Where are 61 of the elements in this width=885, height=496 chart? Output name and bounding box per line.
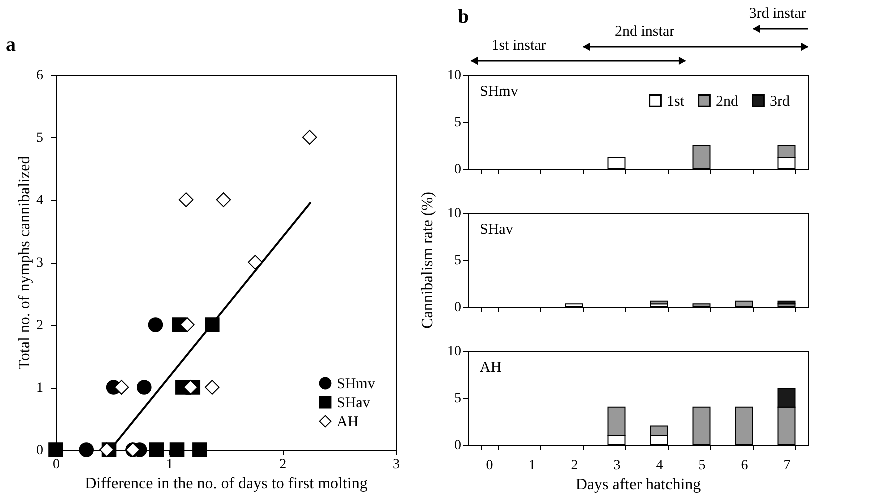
- point: [248, 255, 263, 270]
- point: [216, 192, 232, 208]
- x-tick-label: 7: [784, 458, 791, 474]
- point: [180, 318, 195, 332]
- y-tick-label: 6: [36, 68, 44, 84]
- x-tick-label: 0: [486, 458, 494, 474]
- y-tick-label: 5: [36, 131, 44, 146]
- text: 3rd instar: [749, 6, 806, 22]
- point: [192, 442, 208, 458]
- text: a: [6, 34, 16, 56]
- x-tick-label: 2: [571, 458, 578, 474]
- y-axis-title: Total no. of nymphs cannibalized: [16, 156, 34, 370]
- x-axis-title: Difference in the no. of days to first molting: [85, 476, 368, 492]
- point: [302, 130, 318, 145]
- point: [114, 380, 130, 395]
- point: [205, 318, 220, 332]
- x-axis-title: Days after hatching: [576, 476, 702, 494]
- y-tick-label: 4: [36, 194, 44, 208]
- x-tick-label: 2: [280, 458, 287, 472]
- point: [48, 442, 64, 458]
- y-tick-label: 5: [454, 254, 462, 268]
- legend-label: 3rd: [770, 94, 790, 110]
- y-axis-title: Cannibalism rate (%): [420, 192, 436, 329]
- point: [79, 442, 94, 458]
- point: [137, 380, 152, 395]
- text: AH: [480, 360, 502, 376]
- point: [170, 442, 185, 458]
- y-tick-label: 0: [454, 300, 462, 316]
- y-tick-label: 1: [36, 381, 44, 396]
- text: b: [458, 6, 470, 28]
- legend-label: 2nd: [716, 94, 739, 110]
- point: [148, 318, 164, 332]
- y-tick-label: 0: [454, 162, 462, 178]
- x-tick-label: 4: [656, 458, 664, 474]
- legend-label: AH: [337, 414, 359, 430]
- point: [149, 442, 164, 458]
- y-tick-label: 2: [36, 318, 44, 334]
- text: SHav: [480, 222, 514, 238]
- text: 1st instar: [492, 38, 546, 54]
- y-tick-label: 5: [454, 392, 462, 406]
- text: 2nd instar: [615, 24, 675, 40]
- legend-label: 1st: [667, 94, 686, 110]
- x-tick-label: 0: [53, 458, 60, 472]
- y-tick-label: 0: [454, 438, 462, 454]
- legend-label: SHav: [337, 396, 371, 412]
- x-tick-label: 1: [528, 458, 536, 474]
- y-tick-label: 5: [454, 116, 462, 130]
- y-tick-label: 3: [36, 256, 44, 271]
- y-tick-label: 10: [448, 344, 462, 360]
- y-tick-label: 0: [36, 444, 44, 458]
- x-tick-label: 3: [393, 458, 400, 472]
- y-tick-label: 10: [448, 206, 462, 222]
- x-tick-label: 5: [698, 458, 706, 474]
- x-tick-label: 3: [614, 458, 621, 474]
- x-tick-label: 6: [741, 458, 748, 474]
- y-tick-label: 10: [448, 68, 462, 84]
- x-tick-label: 1: [166, 458, 174, 472]
- point: [178, 192, 194, 208]
- text: SHmv: [480, 84, 519, 100]
- point: [205, 380, 220, 395]
- legend-label: SHmv: [337, 376, 376, 392]
